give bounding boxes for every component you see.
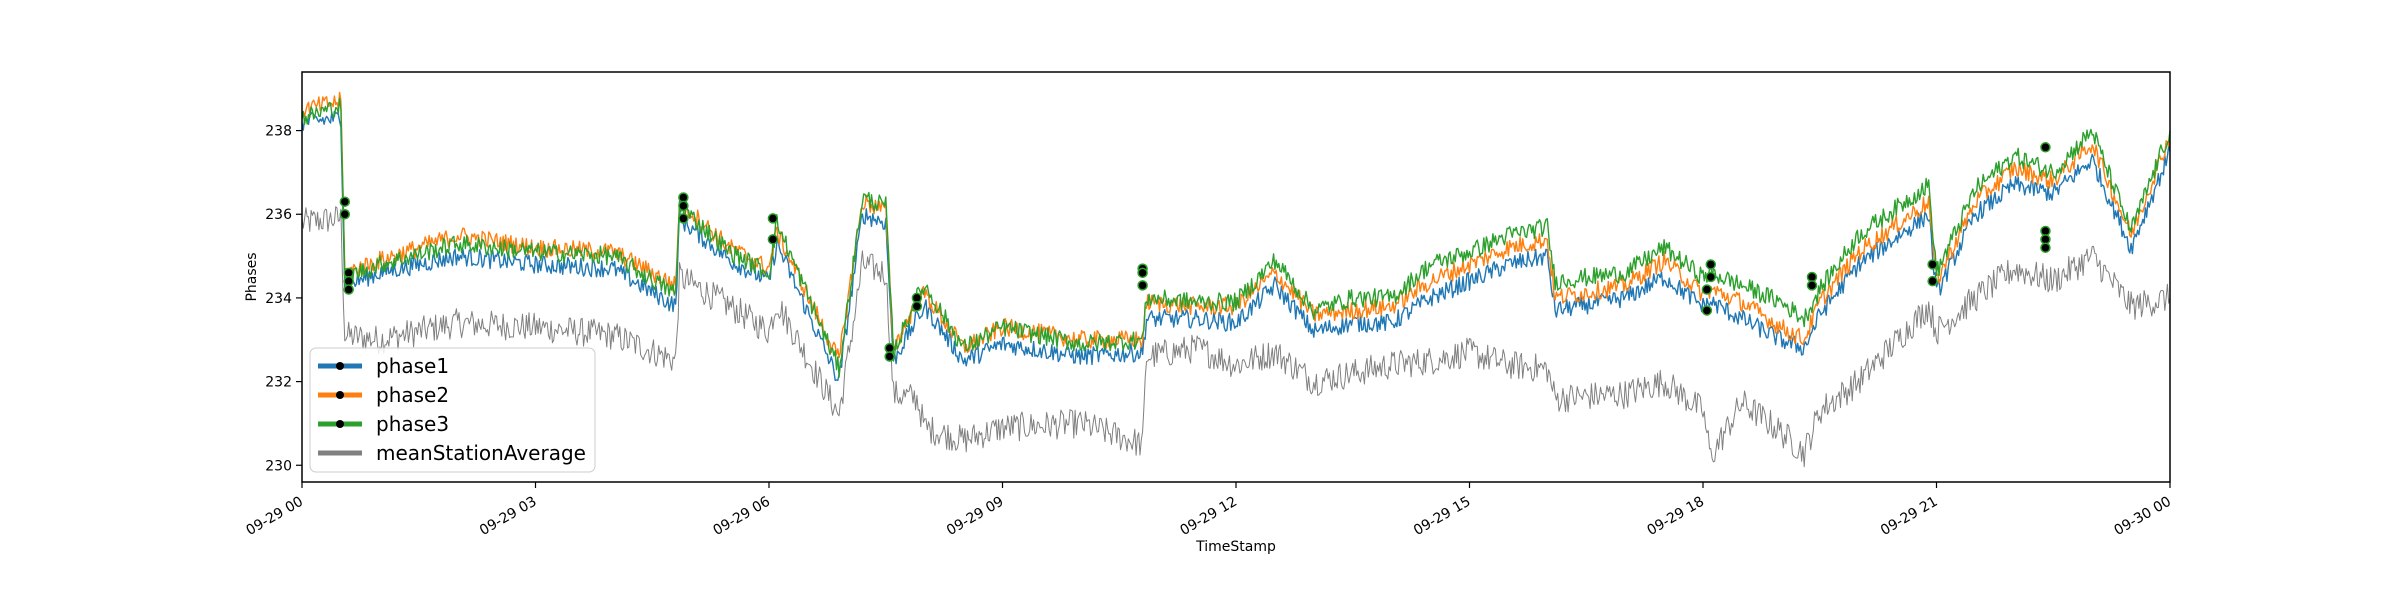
- event-marker: [1705, 259, 1717, 270]
- event-marker: [1137, 280, 1148, 291]
- legend-marker-phase2: [336, 391, 344, 399]
- event-marker: [343, 284, 354, 295]
- event-marker: [678, 213, 689, 224]
- event-marker: [1701, 284, 1713, 295]
- plot-area: [301, 91, 2171, 468]
- legend-marker-phase1: [336, 362, 344, 370]
- y-tick-label: 230: [265, 458, 292, 474]
- event-marker: [1137, 267, 1148, 279]
- legend-label-meanStationAverage: meanStationAverage: [376, 441, 586, 465]
- y-tick-label: 232: [265, 375, 292, 391]
- legend-label-phase2: phase2: [376, 383, 449, 407]
- event-marker: [767, 234, 779, 245]
- event-marker: [767, 213, 779, 224]
- event-marker: [884, 351, 895, 362]
- y-axis-label: Phases: [244, 252, 260, 301]
- legend-box: [309, 347, 596, 473]
- series-line-phase3: [301, 97, 2171, 378]
- event-marker: [1927, 275, 1938, 287]
- series-line-phase1: [301, 110, 2171, 382]
- legend-label-phase1: phase1: [376, 354, 449, 378]
- legend: phase1 phase2 phase3 meanStationAverage: [309, 347, 596, 473]
- y-tick-label: 234: [265, 291, 292, 307]
- event-marker: [911, 301, 923, 312]
- y-axis: 230 232 234 236 238: [265, 124, 302, 474]
- y-tick-label: 236: [265, 207, 292, 223]
- x-axis-label: TimeStamp: [1195, 539, 1276, 555]
- event-marker: [1701, 305, 1713, 316]
- event-marker: [339, 196, 351, 207]
- event-marker: [2040, 142, 2051, 153]
- series-line-meanStationAverage: [301, 206, 2171, 468]
- event-marker: [1927, 259, 1938, 270]
- event-marker: [339, 208, 351, 220]
- event-marker: [2040, 242, 2051, 253]
- event-marker: [678, 200, 689, 212]
- legend-label-phase3: phase3: [376, 412, 449, 436]
- legend-marker-phase3: [336, 420, 344, 428]
- event-marker: [1705, 271, 1717, 283]
- event-marker: [1806, 280, 1818, 291]
- y-tick-label: 238: [265, 124, 292, 140]
